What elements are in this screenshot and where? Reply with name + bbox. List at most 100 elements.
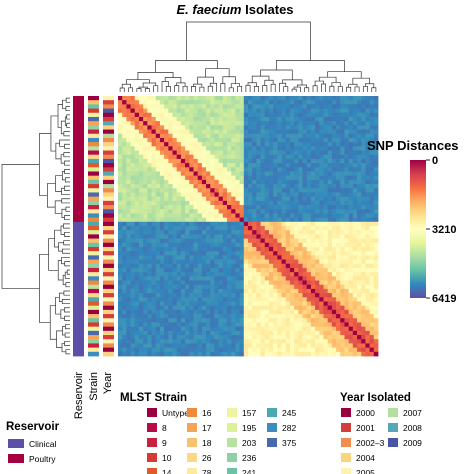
heatmap-cell xyxy=(319,326,324,332)
heatmap-cell xyxy=(180,326,186,332)
dendrogram-branch xyxy=(283,86,289,92)
heatmap-cell xyxy=(227,276,232,281)
heatmap-cell xyxy=(323,234,329,239)
heatmap-cell xyxy=(201,339,207,344)
heatmap-cell xyxy=(294,347,299,353)
heatmap-cell xyxy=(214,351,220,357)
strain-track-cell xyxy=(88,154,99,160)
heatmap-cell xyxy=(289,175,295,181)
heatmap-cell xyxy=(260,343,266,349)
heatmap-cell xyxy=(277,263,282,269)
heatmap-cell xyxy=(126,209,131,214)
heatmap-cell xyxy=(277,196,282,202)
heatmap-cell xyxy=(134,272,140,277)
heatmap-cell xyxy=(222,133,228,139)
heatmap-cell xyxy=(298,133,303,139)
heatmap-cell xyxy=(155,179,161,185)
heatmap-cell xyxy=(361,288,366,294)
heatmap-cell xyxy=(159,188,165,193)
heatmap-cell xyxy=(222,259,228,265)
heatmap-cell xyxy=(214,150,220,156)
heatmap-cell xyxy=(340,116,345,122)
heatmap-cell xyxy=(239,284,245,290)
heatmap-cell xyxy=(373,196,379,202)
heatmap-cell xyxy=(206,121,211,126)
heatmap-cell xyxy=(214,230,220,235)
heatmap-cell xyxy=(122,267,127,273)
heatmap-cell xyxy=(285,179,291,185)
heatmap-cell xyxy=(197,100,203,105)
heatmap-cell xyxy=(235,192,241,198)
heatmap-cell xyxy=(138,100,144,105)
heatmap-cell xyxy=(256,343,261,349)
heatmap-cell xyxy=(243,179,249,185)
heatmap-cell xyxy=(256,301,261,307)
heatmap-cell xyxy=(264,221,270,227)
heatmap-cell xyxy=(126,293,131,298)
heatmap-cell xyxy=(159,242,165,248)
heatmap-cell xyxy=(273,167,278,172)
heatmap-cell xyxy=(365,293,371,298)
heatmap-cell xyxy=(281,263,287,269)
heatmap-cell xyxy=(235,188,241,193)
heatmap-cell xyxy=(151,326,157,332)
heatmap-cell xyxy=(176,158,182,164)
heatmap-cell xyxy=(294,137,299,143)
heatmap-cell xyxy=(172,171,178,177)
heatmap-cell xyxy=(201,347,207,353)
heatmap-cell xyxy=(285,142,291,147)
strain-track-cell xyxy=(88,175,99,181)
heatmap-cell xyxy=(206,96,211,101)
heatmap-cell xyxy=(159,158,165,164)
heatmap-cell xyxy=(168,137,173,143)
heatmap-cell xyxy=(147,116,152,122)
heatmap-cell xyxy=(172,213,178,219)
heatmap-cell xyxy=(243,163,249,168)
heatmap-cell xyxy=(134,251,140,256)
heatmap-cell xyxy=(138,335,144,340)
heatmap-cell xyxy=(306,309,312,315)
heatmap-cell xyxy=(159,205,165,210)
heatmap-cell xyxy=(281,276,287,281)
heatmap-cell xyxy=(147,267,152,273)
heatmap-cell xyxy=(151,163,157,168)
heatmap-cell xyxy=(323,305,329,311)
heatmap-cell xyxy=(126,96,131,101)
heatmap-cell xyxy=(197,347,203,353)
legend-swatch xyxy=(388,438,398,447)
strain-track-cell xyxy=(88,284,99,290)
heatmap-cell xyxy=(365,276,371,281)
heatmap-cell xyxy=(319,158,324,164)
heatmap-cell xyxy=(164,205,169,210)
heatmap-cell xyxy=(306,335,312,340)
heatmap-cell xyxy=(231,251,236,256)
heatmap-cell xyxy=(331,267,337,273)
heatmap-cell xyxy=(336,142,341,147)
heatmap-cell xyxy=(357,108,362,114)
dendrogram-branch xyxy=(66,114,70,120)
heatmap-cell xyxy=(369,217,375,223)
heatmap-cell xyxy=(323,267,329,273)
heatmap-cell xyxy=(159,343,165,349)
heatmap-cell xyxy=(256,213,261,219)
heatmap-cell xyxy=(348,184,354,189)
heatmap-cell xyxy=(302,263,308,269)
heatmap-cell xyxy=(218,96,224,101)
heatmap-cell xyxy=(373,129,379,135)
heatmap-cell xyxy=(231,158,236,164)
heatmap-cell xyxy=(294,330,299,336)
heatmap-cell xyxy=(193,167,199,172)
heatmap-cell xyxy=(285,251,291,256)
heatmap-cell xyxy=(201,238,207,244)
heatmap-cell xyxy=(264,213,270,219)
heatmap-cell xyxy=(122,108,127,114)
heatmap-cell xyxy=(197,339,203,344)
heatmap-cell xyxy=(273,116,278,122)
heatmap-cell xyxy=(243,205,249,210)
heatmap-cell xyxy=(159,150,165,156)
heatmap-cell xyxy=(243,263,249,269)
heatmap-cell xyxy=(206,305,211,311)
heatmap-cell xyxy=(126,133,131,139)
heatmap-cell xyxy=(331,217,337,223)
heatmap-cell xyxy=(285,133,291,139)
